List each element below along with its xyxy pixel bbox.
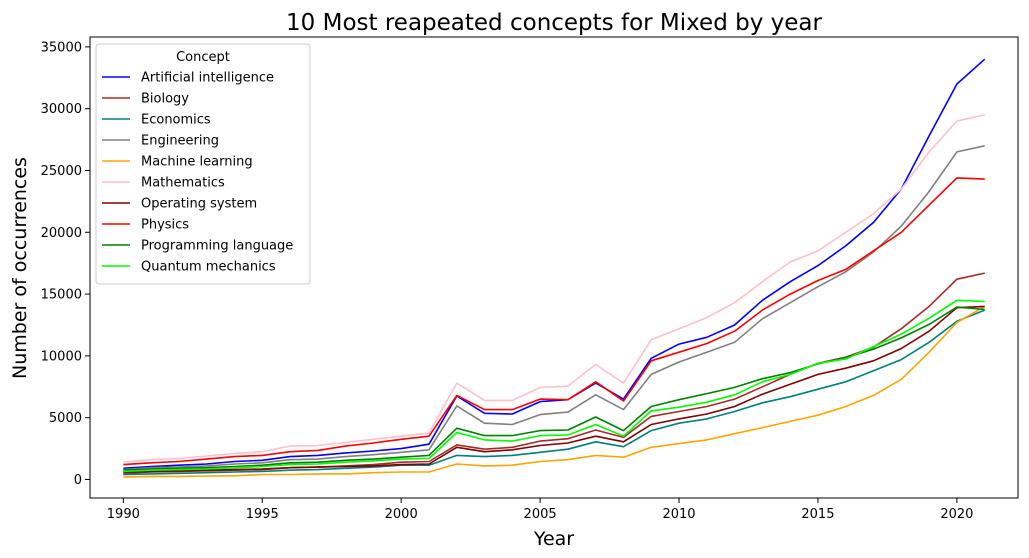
legend-entry-label: Engineering (141, 134, 219, 149)
y-tick-label: 0 (74, 473, 82, 488)
legend-entry-label: Economics (141, 113, 211, 128)
legend-entry-label: Artificial intelligence (141, 71, 274, 86)
y-tick-label: 5000 (49, 411, 82, 426)
x-tick-label: 2005 (524, 507, 557, 522)
series-line-quantum-mechanics (123, 299, 985, 473)
legend-box (95, 43, 311, 285)
series-line-artificial-intelligence (123, 58, 986, 470)
legend-entry-label: Quantum mechanics (141, 260, 276, 275)
x-tick-label: 1990 (107, 507, 140, 522)
y-tick-label: 10000 (41, 349, 82, 364)
legend: Concept Artificial intelligence Biology Eco… (95, 43, 311, 285)
series-line-operating-system (123, 305, 985, 473)
legend-entry-label: Machine learning (141, 155, 253, 170)
series-line-physics (123, 177, 985, 466)
x-axis: 1990 1995 2000 2005 2010 2015 2020 (107, 498, 973, 522)
x-tick-label: 2015 (801, 507, 834, 522)
y-tick-label: 35000 (41, 40, 82, 55)
y-axis-title: Number of occurrences (9, 157, 31, 379)
series-layer (123, 58, 986, 478)
x-tick-label: 2000 (385, 507, 418, 522)
legend-entry-label: Operating system (141, 197, 257, 212)
y-axis: 0 5000 10000 15000 20000 25000 30000 35000 (41, 40, 90, 488)
x-tick-label: 2020 (940, 507, 973, 522)
y-tick-label: 20000 (41, 226, 82, 241)
y-tick-label: 25000 (41, 164, 82, 179)
legend-title: Concept (176, 50, 230, 65)
legend-entry-label: Biology (141, 92, 189, 107)
x-axis-title: Year (533, 528, 574, 550)
series-line-engineering (123, 145, 985, 471)
plot-frame (89, 36, 1019, 499)
series-line-programming-language (123, 306, 985, 471)
y-tick-label: 30000 (41, 102, 82, 117)
x-tick-label: 1995 (246, 507, 279, 522)
series-line-mathematics (123, 114, 985, 463)
series-line-economics (123, 309, 985, 476)
x-tick-label: 2010 (662, 507, 695, 522)
y-tick-label: 15000 (41, 288, 82, 303)
legend-entry-label: Mathematics (141, 176, 225, 191)
series-line-machine-learning (123, 305, 986, 478)
chart-title: 10 Most reapeated concepts for Mixed by … (286, 10, 822, 36)
legend-entry-label: Programming language (141, 239, 293, 254)
legend-entry-label: Physics (141, 218, 189, 233)
